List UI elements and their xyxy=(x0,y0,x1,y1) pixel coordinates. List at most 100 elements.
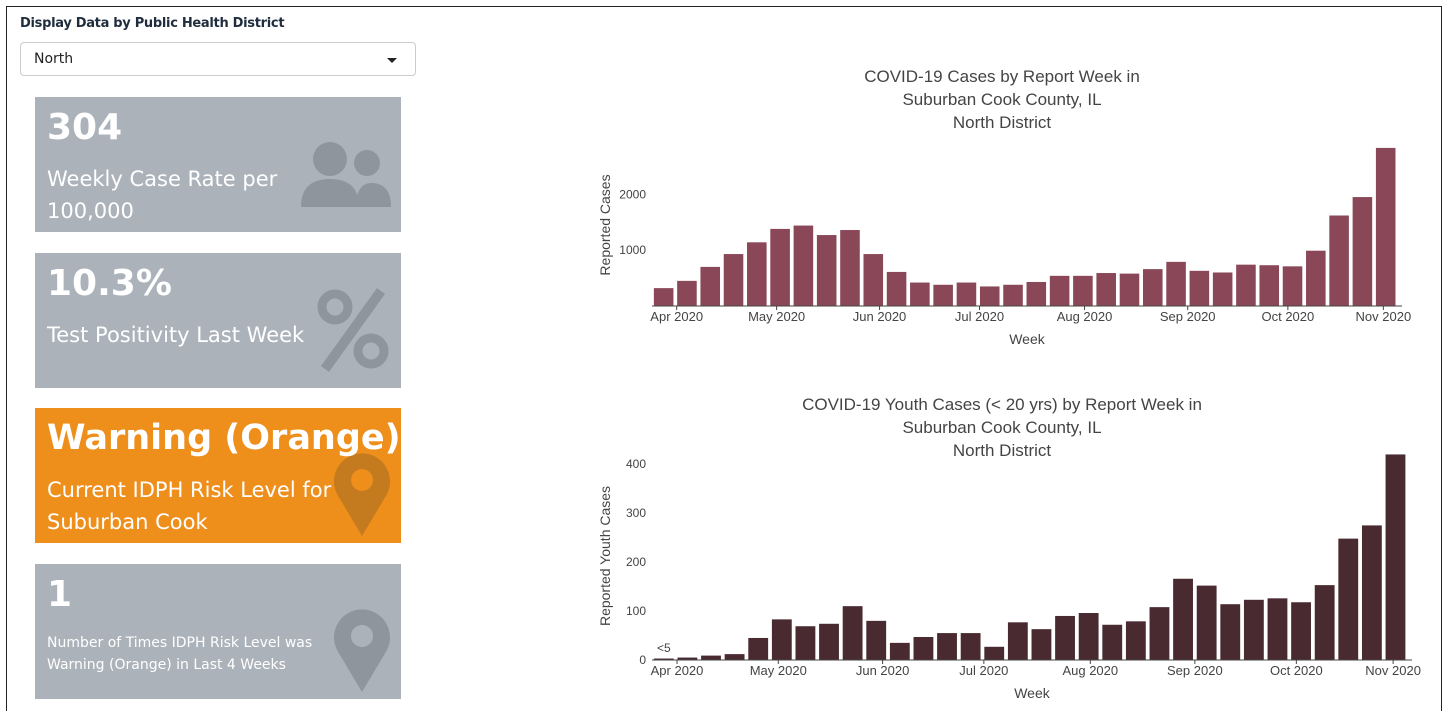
y-tick-label: 2000 xyxy=(619,187,646,201)
bar xyxy=(816,235,837,306)
bar xyxy=(770,228,790,306)
bar xyxy=(1049,275,1070,306)
bar xyxy=(748,637,769,660)
warning-count-card: 1 Number of Times IDPH Risk Level was Wa… xyxy=(35,564,401,699)
bar xyxy=(842,606,863,660)
district-dropdown[interactable]: North xyxy=(20,42,416,76)
card-value: Warning (Orange) xyxy=(47,418,401,458)
bar xyxy=(1329,215,1349,306)
bar xyxy=(863,254,884,306)
bar xyxy=(1096,273,1116,306)
bar xyxy=(819,623,839,660)
x-tick-label: Aug 2020 xyxy=(1057,309,1113,324)
bar xyxy=(1055,615,1075,660)
bar xyxy=(1282,266,1303,306)
bar xyxy=(793,225,814,306)
x-tick-label: Nov 2020 xyxy=(1365,663,1421,678)
pin-icon xyxy=(334,609,390,692)
bar xyxy=(1361,525,1382,660)
card-label: Test Positivity Last Week xyxy=(47,323,305,347)
bar xyxy=(653,658,674,660)
bar xyxy=(1119,273,1140,306)
bar xyxy=(747,242,767,306)
chart-title: North District xyxy=(953,441,1052,460)
card-label: Weekly Case Rate per 100,000 xyxy=(47,167,278,223)
x-tick-label: May 2020 xyxy=(748,309,805,324)
people-icon xyxy=(301,142,391,207)
x-tick-label: Sep 2020 xyxy=(1160,309,1216,324)
x-tick-label: Jun 2020 xyxy=(856,663,910,678)
bar xyxy=(1149,607,1170,660)
bar xyxy=(913,636,934,660)
bar xyxy=(1031,629,1052,660)
bar xyxy=(1003,284,1023,306)
x-tick-label: Apr 2020 xyxy=(651,663,704,678)
bar xyxy=(1314,585,1335,660)
x-tick-label: Jul 2020 xyxy=(955,309,1004,324)
chart-title: North District xyxy=(953,113,1052,132)
pin-icon xyxy=(334,453,390,536)
card-label: Number of Times IDPH Risk Level was Warn… xyxy=(47,635,313,673)
bar xyxy=(1243,599,1264,660)
x-axis-label: Week xyxy=(1014,685,1051,701)
bar xyxy=(984,646,1005,660)
bar xyxy=(1196,585,1217,660)
x-tick-label: Apr 2020 xyxy=(650,309,703,324)
bar xyxy=(1142,269,1163,306)
bar xyxy=(1338,538,1359,660)
x-tick-label: Oct 2020 xyxy=(1261,309,1314,324)
x-tick-label: Aug 2020 xyxy=(1062,663,1118,678)
frame xyxy=(6,6,1442,711)
y-tick-label: 1000 xyxy=(619,243,646,257)
percent-icon xyxy=(317,288,389,372)
card-label: Current IDPH Risk Level for Suburban Coo… xyxy=(47,478,332,534)
bar xyxy=(724,654,745,660)
y-axis-label: Reported Youth Cases xyxy=(597,486,613,626)
charts: COVID-19 Cases by Report Week in Suburban… xyxy=(597,67,1421,701)
bar xyxy=(886,271,907,306)
bar xyxy=(1189,270,1210,306)
chart-title: COVID-19 Youth Cases (< 20 yrs) by Repor… xyxy=(802,395,1202,414)
bar xyxy=(677,280,697,306)
bar xyxy=(1291,602,1311,660)
case-rate-card: 304 Weekly Case Rate per 100,000 xyxy=(35,97,401,232)
bar xyxy=(1212,272,1233,306)
bar xyxy=(937,633,957,660)
x-tick-label: Jul 2020 xyxy=(959,663,1008,678)
bar xyxy=(1259,265,1280,306)
card-value: 10.3% xyxy=(47,263,172,304)
card-value: 304 xyxy=(47,107,123,148)
bar xyxy=(653,288,674,306)
x-tick-label: Jun 2020 xyxy=(853,309,907,324)
bar xyxy=(723,254,744,306)
card-value: 1 xyxy=(47,574,73,615)
dropdown-caret xyxy=(387,58,397,63)
bar xyxy=(1073,275,1093,306)
bar xyxy=(1173,578,1193,660)
bar xyxy=(677,657,698,660)
annotation: <5 xyxy=(657,641,671,655)
bar xyxy=(795,626,816,660)
bar xyxy=(1166,261,1186,306)
bar xyxy=(1078,613,1099,660)
bar xyxy=(889,642,910,660)
bar xyxy=(1385,454,1406,660)
bar xyxy=(1375,147,1396,306)
bar xyxy=(701,655,721,660)
bar xyxy=(1220,604,1241,660)
chart-title: COVID-19 Cases by Report Week in xyxy=(864,67,1140,86)
bar xyxy=(960,633,981,660)
bar xyxy=(1026,281,1047,306)
y-axis-label: Reported Cases xyxy=(597,174,613,275)
bar xyxy=(1236,264,1256,306)
y-tick-label: 200 xyxy=(626,555,646,569)
bar xyxy=(840,230,860,306)
bar xyxy=(1125,621,1146,660)
bar xyxy=(1306,250,1326,306)
x-tick-label: Oct 2020 xyxy=(1270,663,1323,678)
bar xyxy=(979,286,1000,306)
filter-label: Display Data by Public Health District xyxy=(20,16,285,31)
dropdown-value: North xyxy=(34,51,74,67)
bar xyxy=(910,282,930,306)
